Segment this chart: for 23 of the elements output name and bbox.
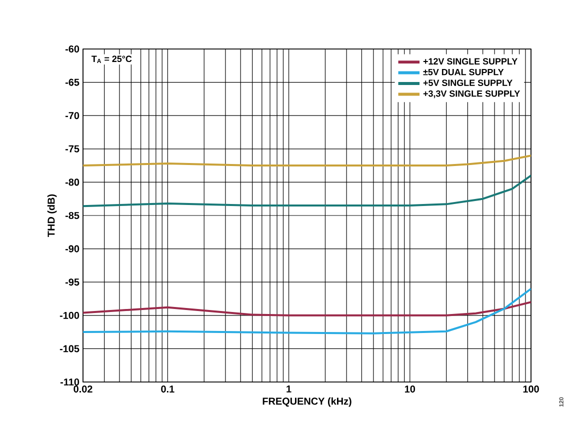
x-tick-label: 1	[286, 386, 292, 392]
y-axis-title: THD (dB)	[47, 194, 57, 237]
x-axis-title: FREQUENCY (kHz)	[262, 397, 352, 407]
y-tick-label: -110	[60, 378, 80, 386]
y-tick-label: -100	[60, 312, 80, 319]
legend-label: +3,3V SINGLE SUPPLY	[423, 90, 520, 98]
legend-label: ±5V DUAL SUPPLY	[423, 68, 504, 76]
legend-label: +12V SINGLE SUPPLY	[423, 58, 518, 65]
y-tick-label: -75	[65, 145, 80, 152]
y-tick-label: -85	[65, 212, 80, 220]
y-tick-label: -90	[65, 245, 80, 252]
annotation: T$_{A}$ = 25°C	[92, 56, 132, 63]
y-tick-label: -95	[65, 278, 80, 286]
y-tick-label: -60	[65, 45, 80, 53]
y-tick-label: -65	[65, 78, 80, 86]
y-tick-label: -70	[65, 112, 80, 120]
y-tick-label: -105	[60, 345, 80, 352]
y-tick-label: -80	[65, 178, 80, 186]
x-tick-label: 10	[404, 386, 416, 393]
legend-label: +5V SINGLE SUPPLY	[423, 80, 512, 86]
x-tick-label: 100	[523, 386, 539, 393]
x-tick-label: 0.02	[74, 386, 92, 393]
x-tick-label: 0.1	[161, 386, 174, 393]
